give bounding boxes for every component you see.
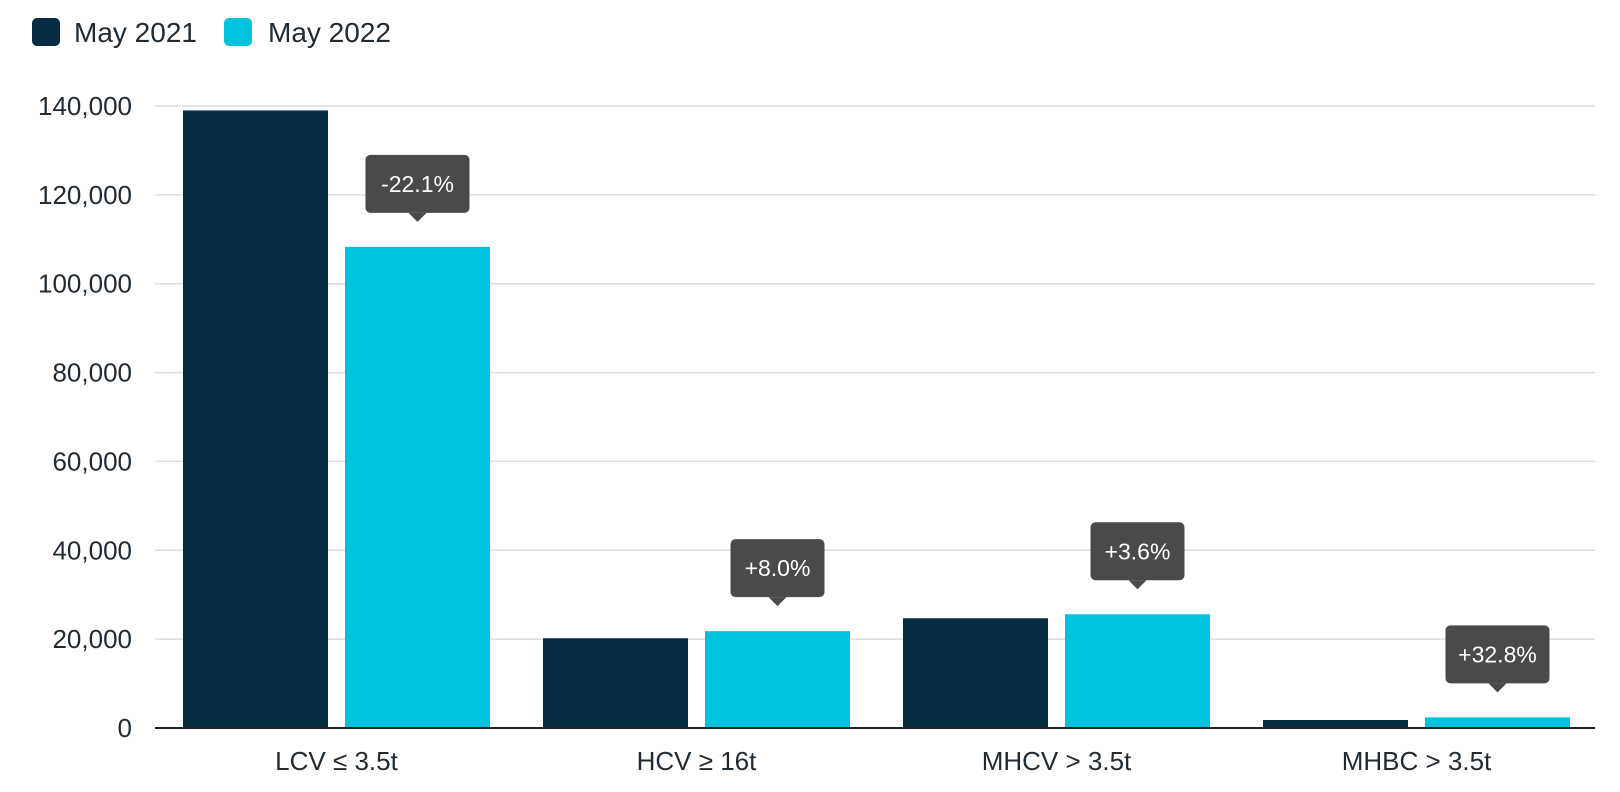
x-category-label: LCV ≤ 3.5t <box>275 746 398 776</box>
bar-may-2021 <box>1263 720 1408 728</box>
change-annotation: +32.8% <box>1445 625 1550 693</box>
change-annotations: -22.1% +8.0% +3.6% +32.8% <box>365 154 1550 693</box>
y-tick-label: 140,000 <box>38 91 132 121</box>
annotation-pointer <box>768 597 787 607</box>
x-category-label: MHBC > 3.5t <box>1342 746 1492 776</box>
annotation-box <box>1090 522 1185 581</box>
bar-may-2021 <box>903 618 1048 728</box>
bar-may-2021 <box>183 110 328 728</box>
bar-may-2022 <box>705 631 850 728</box>
y-tick-label: 20,000 <box>52 624 132 654</box>
annotation-pointer <box>1488 683 1507 693</box>
y-tick-label: 0 <box>118 713 132 743</box>
y-tick-label: 120,000 <box>38 180 132 210</box>
legend-swatch-may-2022 <box>224 18 252 46</box>
annotation-pointer <box>1128 580 1147 590</box>
annotation-box <box>365 154 470 213</box>
change-annotation: -22.1% <box>365 154 470 222</box>
bars <box>183 110 1570 729</box>
bar-may-2022 <box>1065 614 1210 728</box>
annotation-box <box>730 539 825 598</box>
bar-may-2022 <box>345 246 490 729</box>
y-tick-label: 80,000 <box>52 358 132 388</box>
y-tick-label: 60,000 <box>52 446 132 476</box>
annotation-pointer <box>408 212 427 222</box>
legend-label-may-2021: May 2021 <box>74 17 197 48</box>
y-axis-tick-labels: 0 20,000 40,000 60,000 80,000 100,000 120,000 1… <box>38 91 132 743</box>
y-tick-label: 100,000 <box>38 269 132 299</box>
legend: May 2021 May 2022 <box>32 17 391 48</box>
legend-swatch-may-2021 <box>32 18 60 46</box>
annotation-box <box>1445 625 1550 684</box>
annotation-label: +3.6% <box>1105 538 1171 564</box>
annotation-label: -22.1% <box>381 171 454 197</box>
legend-label-may-2022: May 2022 <box>268 17 391 48</box>
x-axis-category-labels: LCV ≤ 3.5t HCV ≥ 16t MHCV > 3.5t MHBC > 3.5… <box>275 746 1492 776</box>
x-category-label: HCV ≥ 16t <box>637 746 758 776</box>
annotation-label: +8.0% <box>745 555 811 581</box>
bar-may-2022 <box>1425 717 1570 728</box>
change-annotation: +3.6% <box>1090 522 1185 590</box>
y-tick-label: 40,000 <box>52 535 132 565</box>
change-annotation: +8.0% <box>730 539 825 607</box>
bar-may-2021 <box>543 638 688 728</box>
x-category-label: MHCV > 3.5t <box>982 746 1132 776</box>
annotation-label: +32.8% <box>1458 641 1537 667</box>
